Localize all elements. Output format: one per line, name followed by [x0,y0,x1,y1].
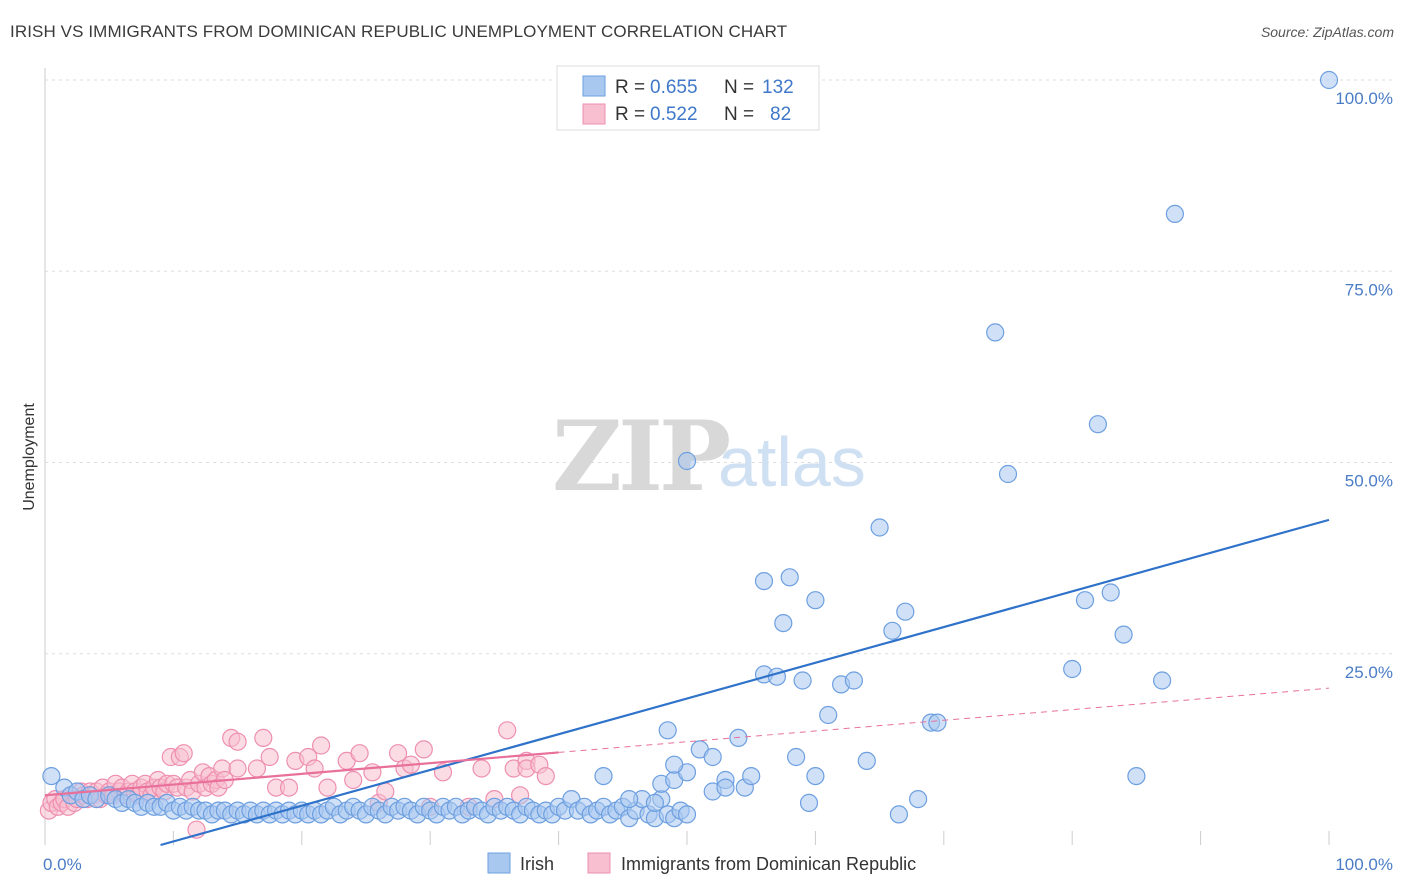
irish-point [774,613,793,633]
irish-point [1114,625,1133,644]
dominican-point [344,770,363,790]
dominican-point [312,736,331,755]
irish-point [799,793,819,813]
x-axis-ticks [44,831,1330,845]
source-credit: Source: ZipAtlas.com [1260,24,1394,40]
bottom-legend: Irish Immigrants from Dominican Republic [487,852,916,874]
stats-legend-swatch-dominican [582,103,606,125]
irish-point [42,766,61,786]
watermark-zip: ZIP [552,400,729,513]
legend-label-irish: Irish [520,854,554,874]
irish-point [883,621,902,640]
dominican-point [376,782,395,801]
x-tick-label-0: 0.0% [43,855,82,874]
irish-point [658,721,677,740]
x-tick-label-1: 100.0% [1335,855,1393,874]
y-tick-label-1: 75.0% [1345,280,1393,299]
irish-point [1152,671,1172,690]
irish-point [703,747,722,767]
irish-point [806,591,825,610]
series-irish-points [42,70,1339,828]
legend-swatch-dominican [587,852,611,874]
irish-point [1165,204,1185,223]
dominican-point [174,744,193,763]
y-axis-label: Unemployment [21,403,38,511]
irish-point [716,778,735,797]
irish-point [908,789,928,809]
y-axis-tick-labels: 100.0% 75.0% 50.0% 25.0% [1335,89,1393,682]
irish-point [780,568,799,587]
stats-legend-swatch-irish [582,75,606,97]
y-tick-label-0: 100.0% [1335,89,1393,108]
dominican-point [254,728,273,748]
dominican-point [414,740,433,759]
stats-r-label-dominican: R = [615,104,645,125]
irish-point [806,766,825,786]
watermark-atlas: atlas [718,423,866,501]
stats-r-value-dominican: 0.522 [650,104,698,125]
irish-point [677,805,697,824]
dominican-point [228,759,247,778]
irish-point [844,671,864,690]
irish-point [1088,415,1108,434]
irish-point [1101,583,1120,602]
trend-lines [44,518,1330,847]
irish-point [742,766,761,786]
dominican-point [389,744,408,763]
stats-n-label-dominican: N = [724,104,754,125]
irish-point [928,713,947,732]
dominican-trend-line [44,751,559,797]
stats-n-value-irish: 132 [762,77,794,98]
irish-point [1319,70,1339,90]
dominican-point [363,763,382,782]
irish-point [793,671,812,690]
y-tick-label-3: 25.0% [1345,663,1393,682]
dominican-point [498,721,517,740]
dominican-point [260,747,279,767]
stats-r-label-irish: R = [615,77,645,98]
irish-point [594,766,613,786]
dominican-point [472,759,491,778]
stats-n-value-dominican: 82 [770,104,791,125]
irish-point [819,705,838,725]
irish-point [665,755,684,774]
chart-title: IRISH VS IMMIGRANTS FROM DOMINICAN REPUB… [10,22,788,41]
irish-point [754,571,774,591]
irish-point [620,789,639,809]
x-axis-tick-labels: 0.0% 100.0% [43,855,1393,874]
dominican-trend-line-extension [558,687,1330,753]
dominican-point [350,744,369,763]
y-tick-label-2: 50.0% [1345,472,1393,491]
irish-point [857,751,876,771]
series-dominican-points [39,721,555,839]
dominican-point [305,759,324,778]
dominican-point [279,778,299,797]
grid-lines [45,79,1392,655]
irish-point [786,747,806,767]
stats-n-label-irish: N = [724,77,754,98]
irish-trend-line [160,518,1330,847]
stats-legend: R = 0.655 N = 132 R = 0.522 N = 82 [556,65,820,131]
irish-point [889,805,909,824]
irish-point [1063,659,1082,679]
legend-label-dominican: Immigrants from Dominican Republic [621,854,916,874]
dominican-point [536,766,555,786]
irish-point [896,602,915,621]
irish-point [986,323,1005,342]
irish-point [1075,591,1095,610]
legend-swatch-irish [487,852,511,874]
dominican-point [228,732,247,751]
stats-r-value-irish: 0.655 [650,77,698,98]
irish-point [870,518,889,537]
irish-point [1127,766,1146,786]
dominican-point [318,778,337,797]
irish-point [998,464,1018,484]
irish-point [677,451,697,471]
irish-point [645,793,665,813]
